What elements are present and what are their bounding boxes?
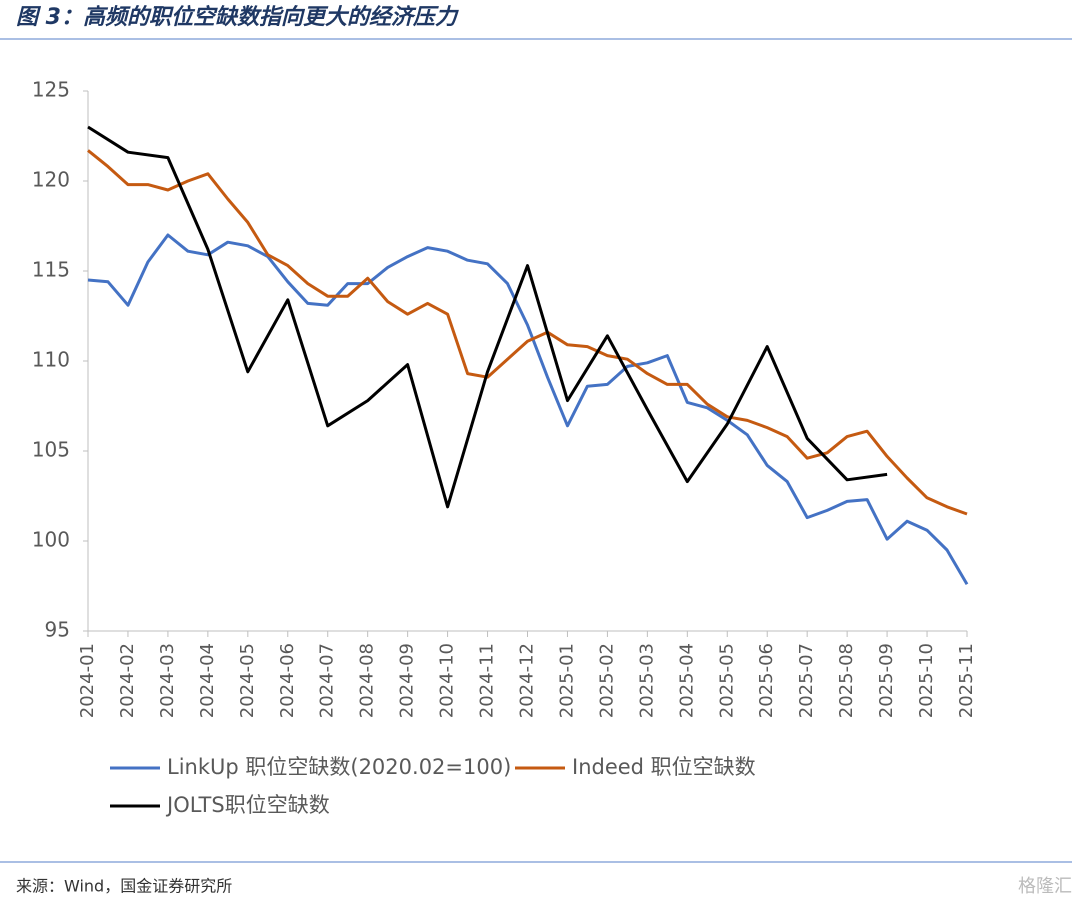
- y-tick-label: 115: [32, 258, 70, 282]
- x-tick-label: 2024-10: [437, 643, 458, 718]
- chart-title: 图 3：高频的职位空缺数指向更大的经济压力: [16, 4, 459, 30]
- series-line: [87, 125, 888, 509]
- x-tick-label: 2025-07: [796, 643, 817, 718]
- x-tick-label: 2024-12: [517, 643, 538, 718]
- y-tick-label: 95: [45, 618, 70, 642]
- x-tick-label: 2025-02: [596, 643, 617, 718]
- x-tick-label: 2024-08: [357, 643, 378, 718]
- x-tick-label: 2025-11: [956, 643, 977, 718]
- legend-label: LinkUp 职位空缺数(2020.02=100): [167, 755, 511, 779]
- x-tick-label: 2025-09: [876, 643, 897, 718]
- y-tick-label: 120: [32, 168, 70, 192]
- x-tick-label: 2024-04: [197, 643, 218, 718]
- x-tick-label: 2025-03: [636, 643, 657, 718]
- x-tick-label: 2024-06: [277, 643, 298, 718]
- y-tick-label: 125: [32, 78, 70, 102]
- x-tick-label: 2024-09: [397, 643, 418, 718]
- x-tick-label: 2025-05: [716, 643, 737, 718]
- series-line: [87, 233, 969, 585]
- x-tick-label: 2025-04: [676, 643, 697, 718]
- x-tick-label: 2025-01: [556, 643, 577, 718]
- legend-label: Indeed 职位空缺数: [572, 755, 756, 779]
- legend-label: JOLTS职位空缺数: [165, 793, 330, 817]
- x-tick-label: 2025-08: [836, 643, 857, 718]
- watermark: 格隆汇: [1018, 876, 1072, 897]
- x-tick-label: 2024-02: [117, 643, 138, 718]
- series-line: [87, 149, 968, 516]
- x-tick-label: 2024-05: [237, 643, 258, 718]
- x-tick-label: 2024-07: [317, 643, 338, 718]
- x-tick-label: 2025-10: [916, 643, 937, 718]
- y-tick-label: 105: [32, 438, 70, 462]
- source: 来源：Wind，国金证券研究所: [16, 877, 232, 896]
- x-tick-label: 2024-11: [477, 643, 498, 718]
- y-tick-label: 110: [32, 348, 70, 372]
- x-tick-label: 2024-03: [157, 643, 178, 718]
- x-tick-label: 2024-01: [77, 643, 98, 718]
- y-tick-label: 100: [32, 528, 70, 552]
- x-tick-label: 2025-06: [756, 643, 777, 718]
